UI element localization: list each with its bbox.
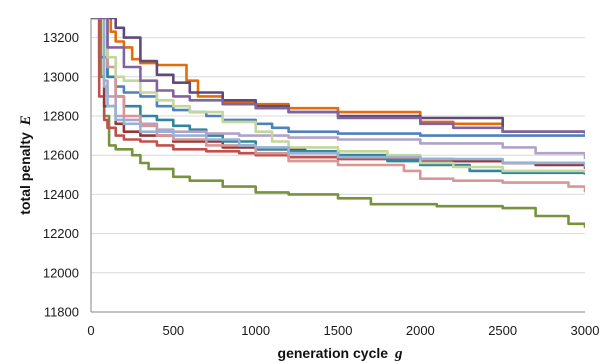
y-tick-label: 13000 — [43, 69, 79, 84]
y-axis-label: total penalty E — [17, 115, 34, 214]
axes — [90, 18, 585, 313]
x-tick-label: 2000 — [406, 323, 435, 338]
gridlines — [91, 37, 585, 313]
y-tick-label: 11800 — [44, 305, 79, 320]
x-tick-label: 2500 — [488, 323, 517, 338]
series-line-1 — [91, 18, 585, 228]
x-tick-label: 1500 — [324, 323, 353, 338]
x-tick-label: 1000 — [241, 323, 270, 338]
y-tick-label: 12000 — [43, 265, 79, 280]
x-tick-label: 0 — [87, 323, 94, 338]
y-tick-label: 12800 — [43, 109, 79, 124]
series-lines — [91, 18, 585, 228]
x-axis-label: generation cycle g — [278, 345, 403, 362]
series-line-8 — [91, 18, 585, 160]
tick-labels: 11800 12000 12200 12400 12600 12800 13000 13200… — [43, 30, 600, 338]
y-tick-label: 12400 — [43, 187, 79, 202]
series-line-11 — [91, 18, 585, 167]
x-tick-label: 500 — [162, 323, 184, 338]
series-line-10 — [91, 18, 585, 173]
series-line-5 — [91, 18, 585, 169]
y-tick-label: 12600 — [43, 148, 79, 163]
series-line-9 — [91, 18, 585, 193]
x-tick-label: 3000 — [571, 323, 600, 338]
series-line-12 — [91, 18, 585, 133]
y-tick-label: 12200 — [43, 226, 79, 241]
y-tick-label: 13200 — [43, 30, 79, 45]
